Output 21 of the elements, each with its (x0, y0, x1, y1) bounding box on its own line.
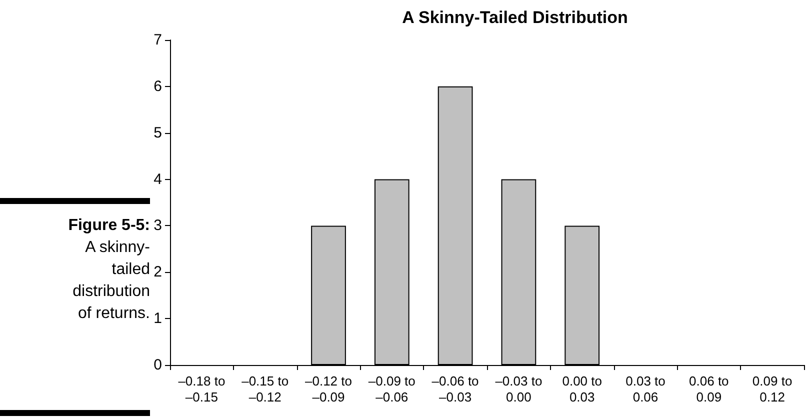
y-tick-label: 4 (154, 170, 162, 188)
x-tick-label: –0.03 to 0.00 (495, 374, 542, 404)
y-tick-label: 3 (154, 217, 162, 234)
chart-title: A Skinny-Tailed Distribution (402, 8, 628, 27)
y-tick-label: 0 (154, 356, 162, 374)
x-tick-label: –0.18 to –0.15 (178, 374, 226, 404)
y-tick-label: 6 (154, 78, 162, 95)
x-tick-label: 0.00 to 0.03 (562, 374, 602, 404)
y-tick-label: 5 (154, 124, 162, 142)
caption: Figure 5-5: (67, 216, 150, 236)
x-tick-label: –0.09 to –0.06 (368, 374, 416, 404)
x-tick-label: –0.06 to –0.03 (432, 374, 479, 404)
text: A skinny-tailed distribution of returns. (72, 238, 150, 324)
y-tick-label: 2 (154, 264, 162, 281)
x-tick-label: 0.09 to 0.12 (752, 374, 792, 404)
x-tick-label: –0.12 to –0.09 (305, 374, 352, 404)
y-tick-label: 1 (154, 310, 162, 328)
x-tick-label: –0.15 to –0.12 (242, 374, 289, 404)
x-tick-label: 0.06 to 0.09 (689, 374, 729, 404)
y-tick-label: 7 (154, 32, 162, 48)
x-tick-label: 0.03 to 0.06 (626, 374, 666, 404)
